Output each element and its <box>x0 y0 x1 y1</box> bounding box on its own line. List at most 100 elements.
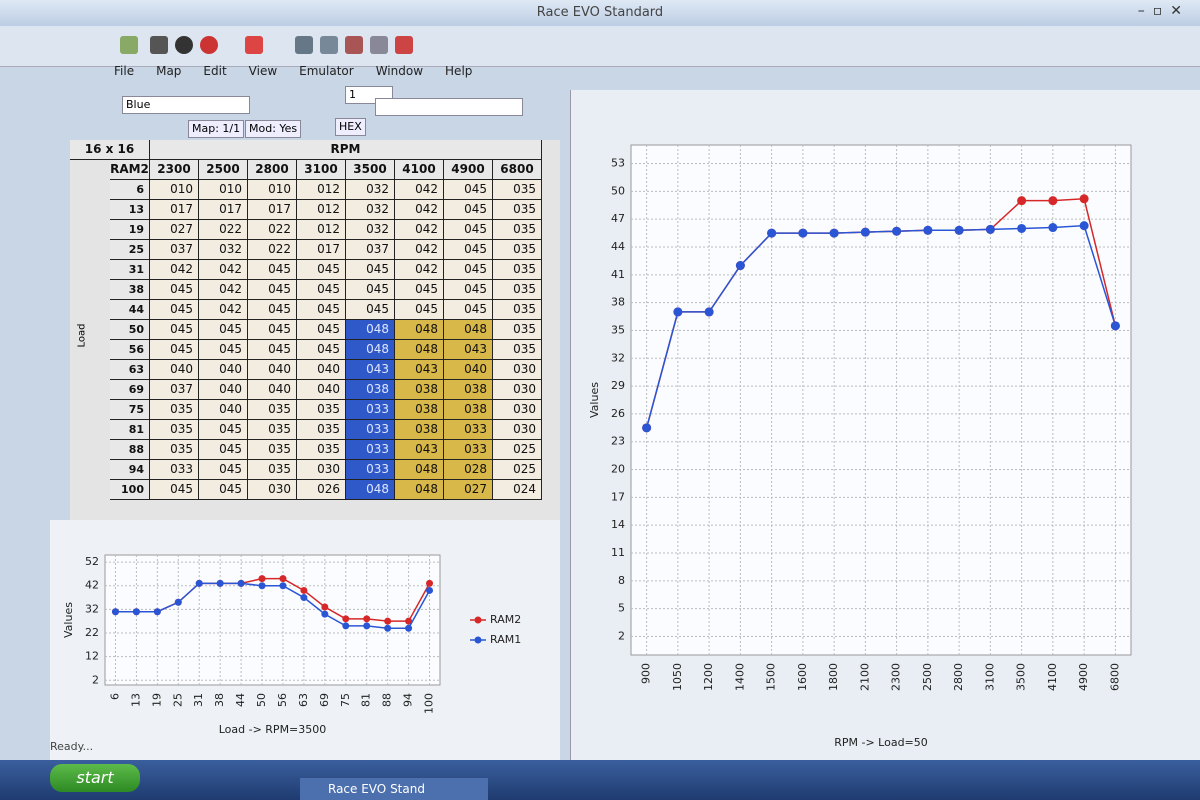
table-cell[interactable]: 012 <box>297 200 346 220</box>
table-cell[interactable]: 038 <box>395 400 444 420</box>
table-cell[interactable]: 045 <box>150 300 199 320</box>
table-cell[interactable]: 033 <box>444 440 493 460</box>
table-cell[interactable]: 045 <box>444 220 493 240</box>
table-cell[interactable]: 037 <box>150 240 199 260</box>
table-cell[interactable]: 030 <box>248 480 297 500</box>
table-cell[interactable]: 042 <box>395 180 444 200</box>
table-cell[interactable]: 035 <box>493 320 542 340</box>
table-cell[interactable]: 035 <box>493 200 542 220</box>
table-cell[interactable]: 045 <box>199 460 248 480</box>
table-cell[interactable]: 033 <box>346 420 395 440</box>
table-cell[interactable]: 038 <box>395 380 444 400</box>
window-controls[interactable]: –▫✕ <box>1137 3 1190 19</box>
table-cell[interactable]: 027 <box>444 480 493 500</box>
table-cell[interactable]: 048 <box>395 320 444 340</box>
table-cell[interactable]: 042 <box>395 260 444 280</box>
table-cell[interactable]: 022 <box>248 220 297 240</box>
menu-item[interactable]: View <box>248 64 278 78</box>
table-cell[interactable]: 045 <box>444 180 493 200</box>
table-cell[interactable]: 038 <box>395 420 444 440</box>
table-cell[interactable]: 025 <box>493 460 542 480</box>
hex-button[interactable]: HEX <box>335 118 366 136</box>
tool-icon[interactable] <box>200 36 218 54</box>
search-field[interactable] <box>375 98 523 116</box>
table-cell[interactable]: 035 <box>248 440 297 460</box>
table-cell[interactable]: 045 <box>297 260 346 280</box>
table-cell[interactable]: 030 <box>297 460 346 480</box>
table-cell[interactable]: 042 <box>199 280 248 300</box>
table-cell[interactable]: 040 <box>199 360 248 380</box>
table-cell[interactable]: 024 <box>493 480 542 500</box>
table-cell[interactable]: 030 <box>493 400 542 420</box>
table-cell[interactable]: 045 <box>248 280 297 300</box>
table-cell[interactable]: 035 <box>297 420 346 440</box>
table-cell[interactable]: 035 <box>248 400 297 420</box>
table-cell[interactable]: 045 <box>248 320 297 340</box>
table-cell[interactable]: 027 <box>150 220 199 240</box>
table-cell[interactable]: 040 <box>297 360 346 380</box>
table-cell[interactable]: 040 <box>150 360 199 380</box>
table-cell[interactable]: 045 <box>444 280 493 300</box>
menu-item[interactable]: Map <box>156 64 182 78</box>
table-cell[interactable]: 028 <box>444 460 493 480</box>
table-cell[interactable]: 045 <box>444 200 493 220</box>
table-cell[interactable]: 038 <box>444 400 493 420</box>
task-button[interactable]: Race EVO Stand <box>300 778 488 800</box>
table-cell[interactable]: 032 <box>199 240 248 260</box>
table-cell[interactable]: 032 <box>346 200 395 220</box>
table-cell[interactable]: 022 <box>248 240 297 260</box>
table-cell[interactable]: 032 <box>346 220 395 240</box>
table-cell[interactable]: 035 <box>150 420 199 440</box>
table-cell[interactable]: 033 <box>444 420 493 440</box>
table-cell[interactable]: 045 <box>248 340 297 360</box>
table-cell[interactable]: 035 <box>493 280 542 300</box>
table-cell[interactable]: 030 <box>493 360 542 380</box>
table-cell[interactable]: 040 <box>248 380 297 400</box>
tool-icon[interactable] <box>370 36 388 54</box>
tool-icon[interactable] <box>120 36 138 54</box>
table-cell[interactable]: 048 <box>395 460 444 480</box>
table-cell[interactable]: 042 <box>395 240 444 260</box>
table-cell[interactable]: 045 <box>444 260 493 280</box>
table-cell[interactable]: 033 <box>346 400 395 420</box>
table-cell[interactable]: 048 <box>395 340 444 360</box>
table-cell[interactable]: 040 <box>199 400 248 420</box>
tool-icon[interactable] <box>245 36 263 54</box>
table-cell[interactable]: 017 <box>248 200 297 220</box>
table-cell[interactable]: 035 <box>493 260 542 280</box>
table-cell[interactable]: 042 <box>199 300 248 320</box>
table-cell[interactable]: 035 <box>493 340 542 360</box>
menu-item[interactable]: Window <box>375 64 424 78</box>
table-cell[interactable]: 048 <box>395 480 444 500</box>
table-cell[interactable]: 045 <box>199 320 248 340</box>
table-cell[interactable]: 035 <box>150 440 199 460</box>
table-cell[interactable]: 035 <box>248 460 297 480</box>
table-cell[interactable]: 022 <box>199 220 248 240</box>
table-cell[interactable]: 037 <box>150 380 199 400</box>
table-cell[interactable]: 045 <box>395 280 444 300</box>
table-cell[interactable]: 045 <box>346 280 395 300</box>
table-cell[interactable]: 012 <box>297 180 346 200</box>
table-cell[interactable]: 045 <box>199 480 248 500</box>
table-cell[interactable]: 030 <box>493 420 542 440</box>
table-cell[interactable]: 035 <box>150 400 199 420</box>
menu-item[interactable]: Emulator <box>299 64 354 78</box>
table-cell[interactable]: 037 <box>346 240 395 260</box>
table-cell[interactable]: 040 <box>444 360 493 380</box>
table-cell[interactable]: 033 <box>346 460 395 480</box>
start-button[interactable]: start <box>50 764 140 792</box>
table-cell[interactable]: 048 <box>346 340 395 360</box>
tool-icon[interactable] <box>150 36 168 54</box>
table-cell[interactable]: 045 <box>150 320 199 340</box>
table-cell[interactable]: 033 <box>346 440 395 460</box>
table-cell[interactable]: 033 <box>150 460 199 480</box>
table-cell[interactable]: 045 <box>297 280 346 300</box>
table-cell[interactable]: 042 <box>395 220 444 240</box>
table-cell[interactable]: 045 <box>444 300 493 320</box>
table-cell[interactable]: 010 <box>199 180 248 200</box>
table-cell[interactable]: 040 <box>248 360 297 380</box>
table-cell[interactable]: 045 <box>346 260 395 280</box>
table-cell[interactable]: 043 <box>395 440 444 460</box>
table-cell[interactable]: 045 <box>395 300 444 320</box>
menu-item[interactable]: Edit <box>203 64 227 78</box>
